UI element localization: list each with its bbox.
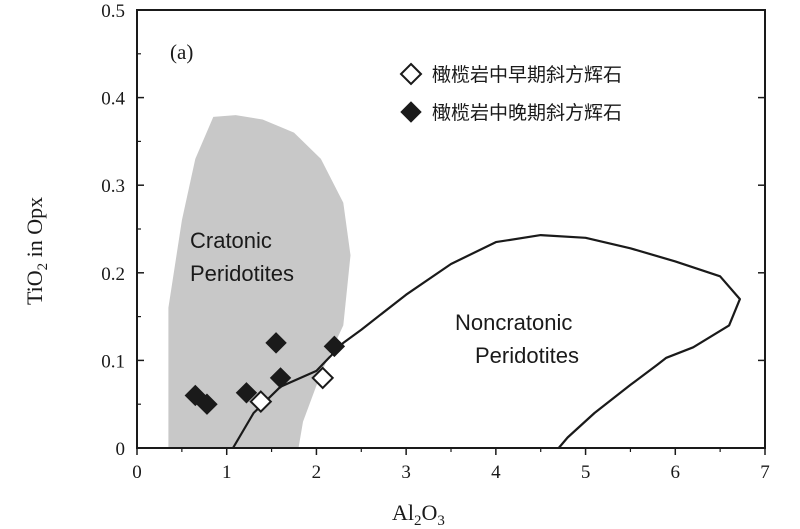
- x-tick-label: 2: [312, 462, 322, 483]
- x-tick-label: 6: [671, 462, 681, 483]
- cratonic-field-label-line2: Peridotites: [190, 261, 294, 286]
- x-tick-label: 3: [401, 462, 411, 483]
- late-opx-point: [265, 332, 287, 354]
- legend-filled-diamond-marker: [400, 101, 422, 123]
- legend-open-diamond-marker: [399, 62, 423, 86]
- x-tick-label: 4: [491, 462, 501, 483]
- noncratonic-field-label-line2: Peridotites: [475, 343, 579, 368]
- x-axis-title: Al2O3: [392, 500, 445, 529]
- late-opx-point: [235, 382, 258, 404]
- cratonic-field-label-line1: Cratonic: [190, 228, 272, 253]
- cratonic-field-region: [168, 115, 351, 448]
- noncratonic-field-label-line1: Noncratonic: [455, 310, 572, 335]
- y-tick-label: 0.2: [101, 264, 125, 285]
- x-tick-label: 5: [581, 462, 591, 483]
- y-axis-title: TiO2 in Opx: [22, 197, 51, 305]
- late-opx-point: [323, 335, 346, 358]
- axis-ticks: 0 1 2 3 4 5 6 7 0 0.1 0.2 0.3 0.4 0.5: [101, 1, 770, 483]
- late-opx-point: [196, 393, 218, 415]
- early-opx-point: [249, 390, 273, 413]
- x-tick-label: 7: [760, 462, 770, 483]
- y-tick-label: 0.4: [101, 89, 125, 110]
- y-tick-label: 0.3: [101, 176, 125, 197]
- x-tick-label: 1: [222, 462, 232, 483]
- early-opx-point: [311, 366, 335, 390]
- data-points: [184, 332, 346, 415]
- legend-label-early-opx: 橄榄岩中早期斜方辉石: [432, 64, 622, 86]
- legend: 橄榄岩中早期斜方辉石 橄榄岩中晚期斜方辉石: [399, 62, 622, 124]
- y-tick-label: 0: [116, 439, 126, 460]
- x-tick-label: 0: [132, 462, 142, 483]
- panel-label: (a): [170, 40, 193, 64]
- late-opx-point: [269, 367, 292, 389]
- legend-label-late-opx: 橄榄岩中晚期斜方辉石: [432, 102, 622, 124]
- y-tick-label: 0.1: [101, 351, 125, 372]
- y-tick-label: 0.5: [101, 1, 125, 22]
